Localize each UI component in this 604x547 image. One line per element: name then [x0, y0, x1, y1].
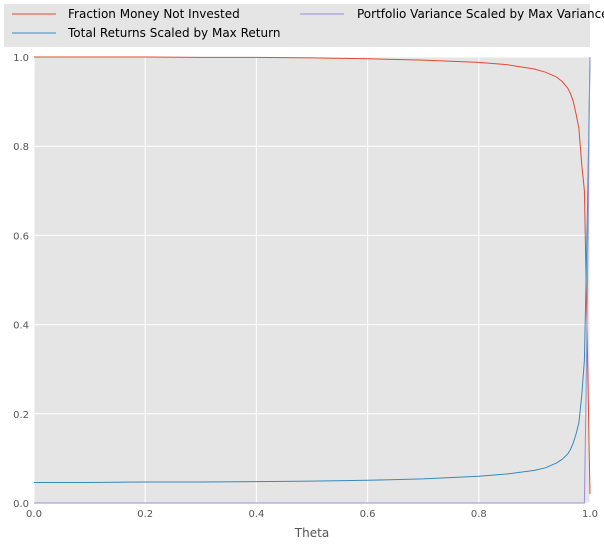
x-axis-title: Theta — [294, 526, 329, 540]
x-tick-label: 0.2 — [137, 509, 153, 520]
series-lines — [34, 56, 591, 504]
legend-label-2: Portfolio Variance Scaled by Max Varianc… — [357, 7, 604, 21]
x-tick-label: 0.8 — [471, 509, 487, 520]
legend-label-0: Fraction Money Not Invested — [68, 7, 240, 21]
series-line-2 — [34, 56, 591, 504]
y-tick-label: 0.6 — [13, 231, 29, 242]
plot-background — [34, 57, 590, 503]
y-tick-label: 0.8 — [13, 142, 29, 153]
y-tick-label: 0.4 — [13, 321, 29, 332]
y-tick-label: 0.2 — [13, 410, 29, 421]
y-tick-label: 1.0 — [13, 53, 29, 64]
legend-entries: Fraction Money Not Invested Total Returns… — [12, 7, 604, 40]
x-tick-label: 1.0 — [582, 509, 598, 520]
series-line-1 — [34, 56, 591, 483]
y-tick-label: 0.0 — [13, 499, 29, 510]
legend: Fraction Money Not Invested Total Returns… — [4, 4, 604, 47]
series-line-0 — [34, 56, 591, 495]
tick-labels: 0.0 0.2 0.4 0.6 0.8 1.0 0.0 0.2 0.4 0.6 0.8 1.0 — [13, 53, 598, 520]
x-tick-label: 0.6 — [360, 509, 376, 520]
legend-background — [4, 4, 590, 47]
x-tick-label: 0.0 — [26, 509, 42, 520]
legend-label-1: Total Returns Scaled by Max Return — [67, 26, 280, 40]
x-tick-label: 0.4 — [248, 509, 264, 520]
